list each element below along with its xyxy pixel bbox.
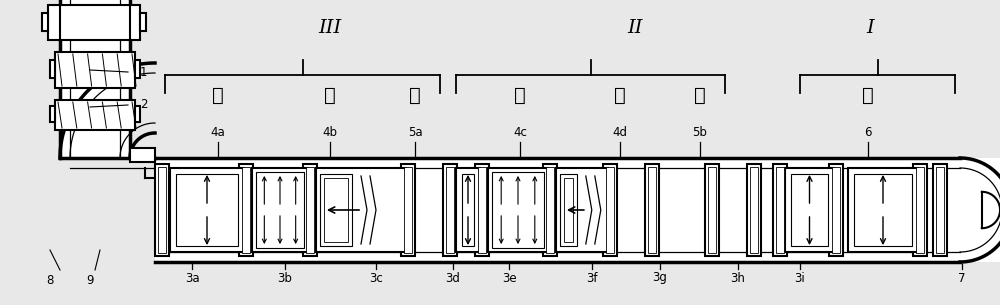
Bar — [158, 167, 166, 253]
Bar — [320, 174, 352, 246]
Text: 2: 2 — [140, 99, 148, 112]
Bar — [50, 60, 55, 78]
Bar — [155, 158, 960, 262]
Text: 4d: 4d — [612, 127, 628, 139]
Bar — [401, 164, 415, 256]
Bar — [55, 52, 135, 88]
Bar — [791, 174, 828, 246]
Text: 3b: 3b — [278, 271, 292, 285]
Bar — [135, 60, 140, 78]
Bar — [242, 167, 250, 253]
Text: I: I — [866, 19, 874, 37]
Bar — [560, 174, 577, 246]
Bar — [55, 100, 135, 130]
Bar — [832, 167, 840, 253]
Bar — [785, 168, 834, 252]
Text: 3a: 3a — [185, 271, 199, 285]
Bar — [135, 106, 140, 122]
Bar — [50, 106, 55, 122]
Bar — [239, 164, 253, 256]
Bar — [60, 0, 130, 158]
Bar — [854, 174, 912, 246]
Text: 三: 三 — [614, 85, 626, 105]
Text: 4c: 4c — [513, 127, 527, 139]
Bar — [256, 172, 304, 248]
Bar — [933, 164, 947, 256]
Bar — [462, 174, 474, 246]
Text: III: III — [318, 19, 342, 37]
Text: 二: 二 — [694, 85, 706, 105]
Text: 3e: 3e — [502, 271, 516, 285]
Bar — [316, 168, 406, 252]
Bar — [936, 167, 944, 253]
Bar — [446, 167, 454, 253]
Text: 6: 6 — [864, 127, 872, 139]
Bar — [556, 168, 608, 252]
Text: 3d: 3d — [446, 271, 460, 285]
Bar — [303, 164, 317, 256]
Bar — [252, 168, 308, 252]
Bar — [48, 5, 140, 40]
Text: 9: 9 — [86, 274, 94, 286]
Bar — [42, 13, 48, 31]
Bar — [176, 174, 238, 246]
Bar — [488, 168, 548, 252]
Bar — [170, 168, 244, 252]
Bar — [475, 164, 489, 256]
Text: 六: 六 — [324, 85, 336, 105]
Bar — [306, 167, 314, 253]
Bar — [564, 178, 573, 242]
Bar — [492, 172, 544, 248]
Text: 3h: 3h — [731, 271, 745, 285]
Bar — [913, 164, 927, 256]
Text: 4a: 4a — [211, 127, 225, 139]
Bar — [829, 164, 843, 256]
Bar — [776, 167, 784, 253]
Bar — [130, 148, 155, 162]
Text: 3f: 3f — [586, 271, 598, 285]
Text: 七: 七 — [212, 85, 224, 105]
Bar — [848, 168, 918, 252]
Bar — [404, 167, 412, 253]
Bar — [747, 164, 761, 256]
Bar — [324, 178, 348, 242]
Bar — [773, 164, 787, 256]
Bar — [750, 167, 758, 253]
Text: 1: 1 — [140, 66, 148, 78]
Bar — [456, 168, 480, 252]
Bar — [543, 164, 557, 256]
Bar — [606, 167, 614, 253]
Bar — [155, 164, 169, 256]
Bar — [546, 167, 554, 253]
Bar — [645, 164, 659, 256]
Bar — [705, 164, 719, 256]
Bar — [478, 167, 486, 253]
Bar — [648, 167, 656, 253]
Bar — [603, 164, 617, 256]
Text: 8: 8 — [46, 274, 54, 286]
Text: 四: 四 — [514, 85, 526, 105]
Bar — [708, 167, 716, 253]
Text: 3c: 3c — [369, 271, 383, 285]
Text: 5a: 5a — [408, 127, 422, 139]
Bar — [916, 167, 924, 253]
Bar — [443, 164, 457, 256]
Text: 五: 五 — [409, 85, 421, 105]
Text: 一: 一 — [862, 85, 874, 105]
Bar — [140, 13, 146, 31]
Text: 3i: 3i — [795, 271, 805, 285]
Text: 5b: 5b — [693, 127, 707, 139]
Text: 7: 7 — [958, 271, 966, 285]
Text: 4b: 4b — [322, 127, 338, 139]
Bar — [960, 158, 1000, 262]
Text: 3g: 3g — [653, 271, 667, 285]
Text: II: II — [627, 19, 643, 37]
